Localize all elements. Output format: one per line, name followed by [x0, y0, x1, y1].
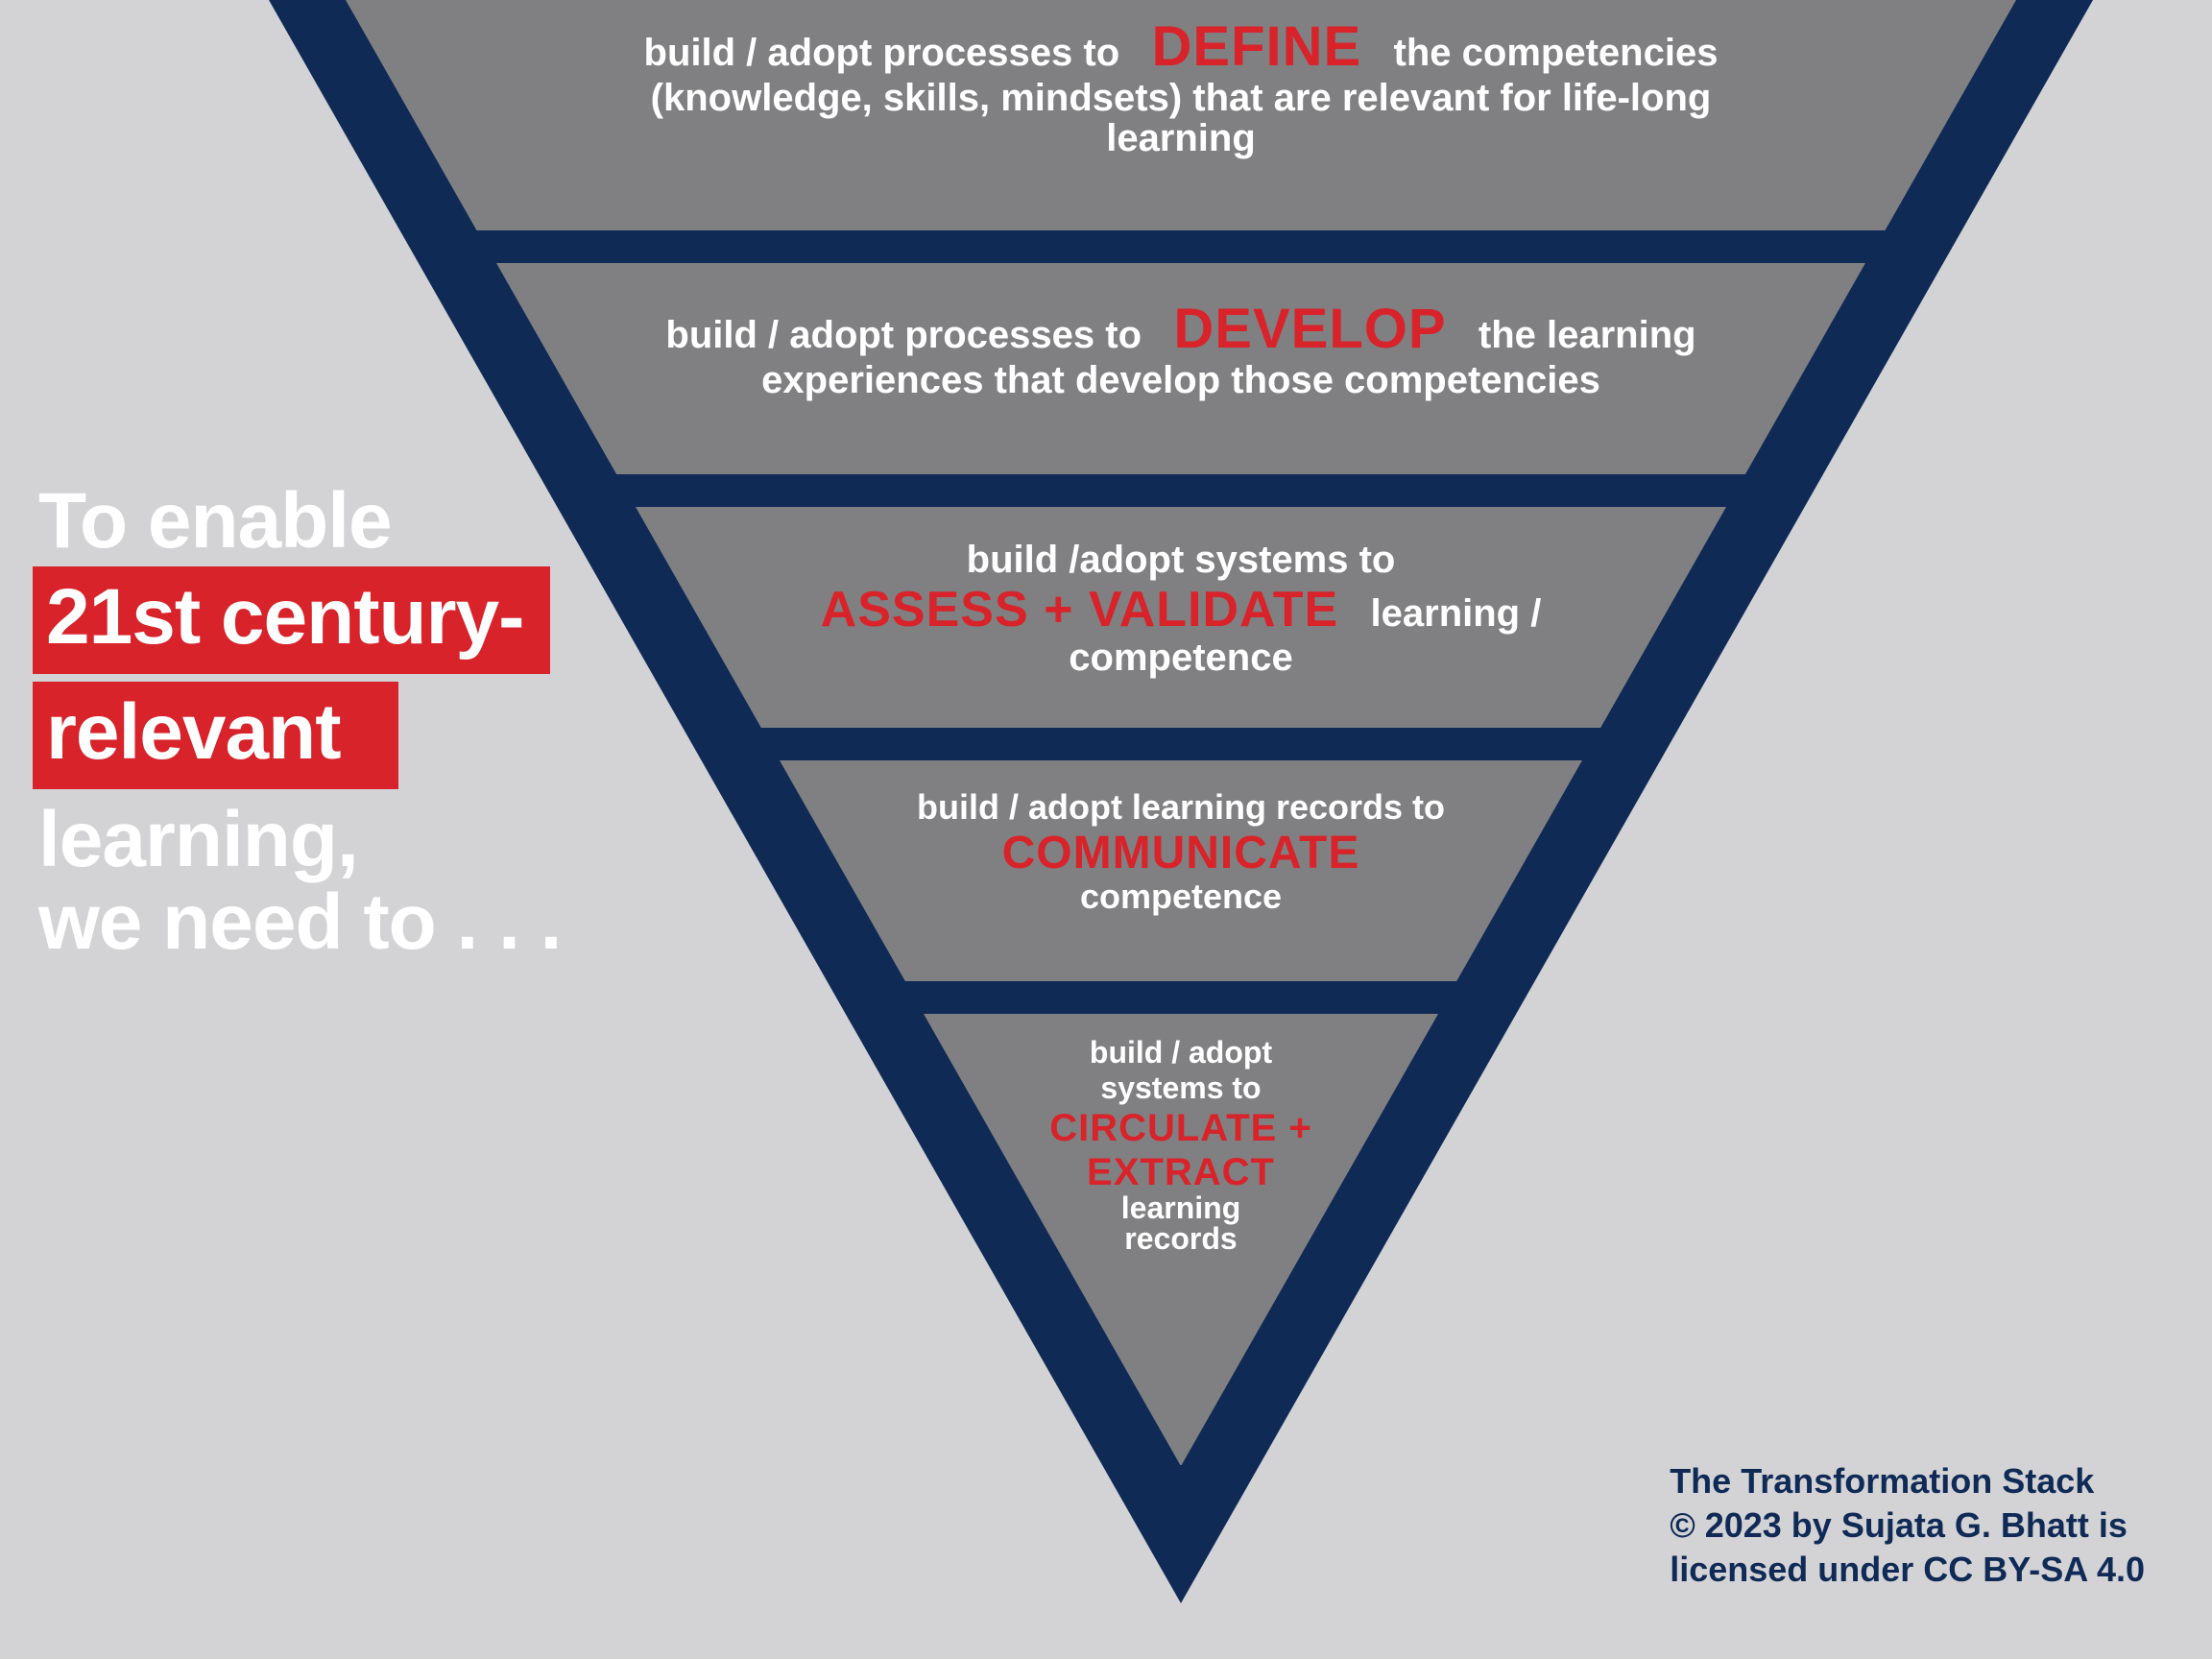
attribution-line-2: © 2023 by Sujata G. Bhatt is	[1670, 1503, 2145, 1548]
band-4-pre: build / adopt	[1090, 1035, 1272, 1070]
band-label-3: build / adopt learning records toCOMMUNI…	[806, 787, 1555, 916]
band-label-1: build / adopt processes to DEVELOP the l…	[557, 298, 1805, 402]
band-0-keyword: DEFINE	[1152, 15, 1362, 78]
band-1-pre: build / adopt processes to	[665, 314, 1152, 356]
band-label-2: build /adopt systems toASSESS + VALIDATE…	[682, 538, 1680, 680]
attribution-line-3: licensed under CC BY-SA 4.0	[1670, 1548, 2145, 1592]
band-2-pre: build /adopt systems to	[967, 539, 1396, 581]
band-label-0: build / adopt processes to DEFINE the co…	[451, 15, 1911, 160]
infographic-stage: To enable 21st century- relevant learnin…	[0, 0, 2212, 1659]
band-1-keyword: DEVELOP	[1173, 298, 1446, 360]
band-3-pre: build / adopt learning records to	[917, 787, 1445, 827]
band-4-keyword: CIRCULATE +	[1049, 1107, 1312, 1149]
headline-line-3: learning,	[38, 799, 595, 881]
attribution-line-1: The Transformation Stack	[1670, 1459, 2145, 1503]
band-0-pre: build / adopt processes to	[644, 32, 1131, 74]
attribution: The Transformation Stack © 2023 by Sujat…	[1670, 1459, 2145, 1592]
headline-block: To enable 21st century- relevant learnin…	[38, 480, 595, 964]
band-label-4: build / adoptsystems toCIRCULATE +EXTRAC…	[979, 1035, 1382, 1257]
band-3-keyword: COMMUNICATE	[1002, 828, 1360, 878]
band-2-keyword: ASSESS + VALIDATE	[821, 582, 1339, 637]
headline-line-1: To enable	[38, 480, 595, 563]
headline-highlight-1: 21st century-	[33, 566, 550, 674]
headline-line-4: we need to . . .	[38, 881, 595, 964]
headline-highlight-2: relevant	[33, 682, 398, 789]
